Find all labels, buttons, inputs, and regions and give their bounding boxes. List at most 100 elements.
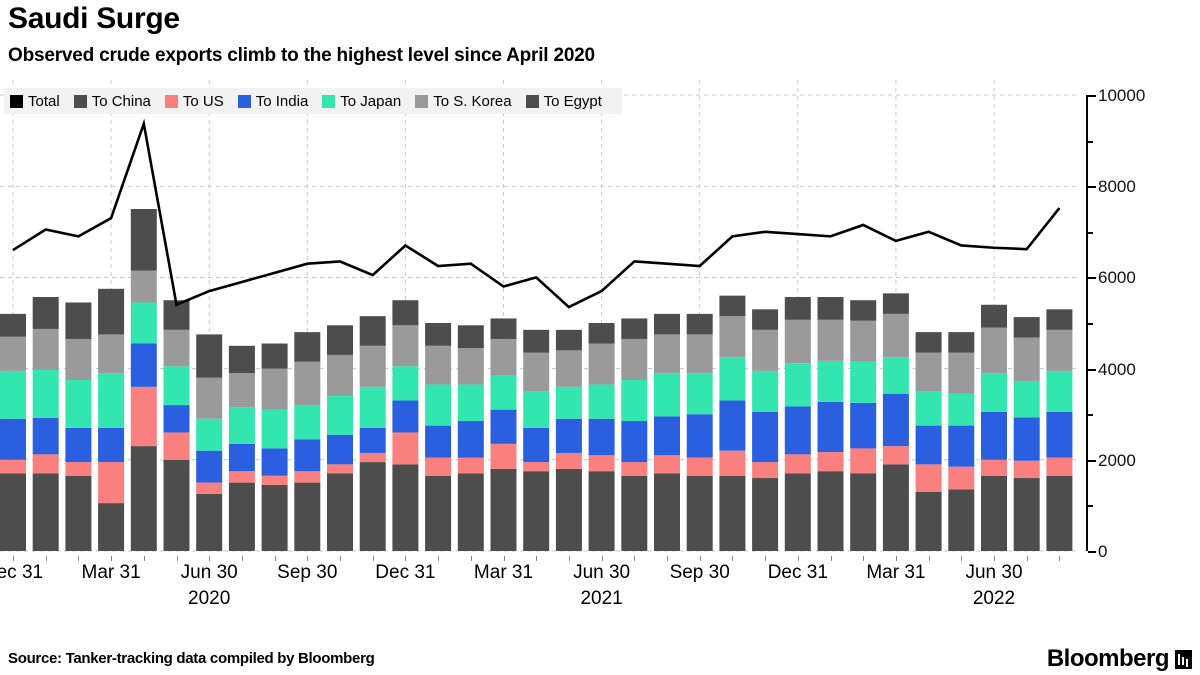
bar-segment: [294, 332, 321, 362]
bar-segment: [719, 475, 746, 551]
bar-segment: [654, 373, 680, 417]
x-axis-minor-tick: [634, 556, 636, 561]
bar-segment: [1013, 337, 1040, 381]
bloomberg-brand: Bloomberg: [1047, 645, 1192, 673]
total-line-series: [12, 118, 1061, 309]
x-axis-minor-tick: [699, 556, 701, 561]
y-axis-title: Thousand B/D: [1196, 194, 1200, 312]
bar-segment: [817, 471, 844, 551]
x-axis-minor-tick: [503, 556, 505, 561]
legend-to-japan[interactable]: To Japan: [322, 94, 401, 109]
bar-segment: [32, 328, 59, 370]
bar-segment: [65, 475, 92, 551]
x-axis-tick-label: Sep 30: [669, 562, 730, 583]
bar-segment: [523, 329, 550, 353]
legend-to-china[interactable]: To China: [73, 92, 151, 110]
bar-segment: [1046, 329, 1073, 371]
bar-segment: [588, 323, 615, 344]
bar-segment: [850, 361, 877, 403]
x-axis-year-label: 2021: [580, 588, 623, 609]
bar-segment: [915, 332, 942, 353]
bar-segment: [457, 421, 484, 458]
bar-segment: [425, 323, 452, 346]
bar-segment: [915, 464, 942, 492]
y-axis-tick-label: 6000: [1098, 268, 1136, 288]
x-axis-tick-label: Sep 30: [277, 562, 338, 583]
x-axis-minor-tick: [994, 556, 995, 561]
x-axis-minor-tick: [568, 556, 570, 561]
bar-segment: [196, 482, 223, 494]
bar-group: [882, 293, 909, 551]
x-axis-year-label: 2020: [188, 588, 231, 609]
y-axis-tick-label: 0: [1098, 542, 1108, 561]
bar-segment: [523, 471, 550, 551]
bar-group: [196, 334, 223, 551]
bar-segment: [327, 395, 353, 435]
bar-segment: [359, 316, 386, 346]
x-axis-minor-tick: [797, 556, 799, 561]
bar-segment: [1046, 457, 1073, 476]
bar-group: [163, 300, 190, 551]
bar-segment: [294, 471, 321, 483]
legend-to-us[interactable]: To US: [164, 94, 224, 109]
y-axis-minor-tick: [1088, 231, 1093, 234]
x-axis-tick-label: Mar 31: [473, 562, 534, 583]
bar-segment: [32, 454, 59, 474]
bar-segment: [425, 345, 452, 385]
bar-segment: [686, 313, 713, 335]
bar-segment: [784, 319, 811, 364]
bar-segment: [784, 473, 811, 551]
bar-segment: [32, 417, 59, 455]
bar-segment: [327, 464, 353, 474]
y-axis-minor-tick: [1088, 140, 1093, 143]
legend-to-egypt[interactable]: To Egypt: [525, 94, 602, 109]
legend-swatch-icon: [73, 94, 87, 108]
y-axis-tick-label: 4000: [1098, 359, 1136, 379]
x-axis-minor-tick: [45, 556, 47, 561]
x-axis-minor-tick: [830, 556, 832, 561]
bar-segment: [981, 411, 1007, 460]
bar-segment: [784, 406, 811, 455]
bar-group: [359, 316, 386, 551]
bar-segment: [392, 432, 419, 465]
bar-group: [228, 345, 255, 551]
y-axis-minor-tick: [1088, 323, 1093, 325]
legend-total[interactable]: Total: [10, 94, 60, 109]
bar-segment: [163, 366, 190, 406]
x-axis-minor-tick: [209, 556, 211, 561]
bar-segment: [686, 414, 713, 458]
bar-segment: [0, 418, 26, 460]
bar-segment: [425, 475, 452, 551]
chart-plot-area: [0, 80, 1080, 552]
bar-segment: [425, 425, 452, 458]
bar-segment: [948, 352, 975, 394]
bar-segment: [817, 401, 844, 453]
x-axis-minor-tick: [863, 556, 865, 561]
x-axis-tick-label: Dec 31: [375, 562, 436, 583]
bar-group: [654, 313, 680, 551]
bar-group: [948, 332, 975, 551]
bar-segment: [196, 450, 223, 483]
bar-segment: [294, 482, 321, 551]
bar-segment: [294, 439, 321, 472]
legend-label: To China: [91, 92, 151, 110]
bar-segment: [752, 462, 779, 479]
legend-label: To S. Korea: [433, 92, 512, 110]
bar-segment: [261, 484, 288, 551]
bar-segment: [654, 334, 680, 374]
bar-segment: [621, 475, 648, 551]
bar-segment: [719, 357, 746, 401]
legend-to-india[interactable]: To India: [237, 94, 308, 109]
bar-group: [1046, 309, 1073, 551]
bar-segment: [457, 457, 484, 474]
bar-group: [32, 297, 59, 551]
legend-swatch-icon: [164, 94, 178, 108]
bar-segment: [392, 400, 419, 433]
bar-segment: [719, 295, 746, 317]
bar-segment: [555, 386, 582, 419]
legend-to-s-korea[interactable]: To S. Korea: [415, 92, 512, 110]
bar-segment: [490, 375, 517, 410]
x-axis-minor-tick: [13, 556, 14, 561]
page-title: Saudi Surge: [8, 2, 180, 35]
y-axis-tick-label: 8000: [1098, 177, 1136, 197]
